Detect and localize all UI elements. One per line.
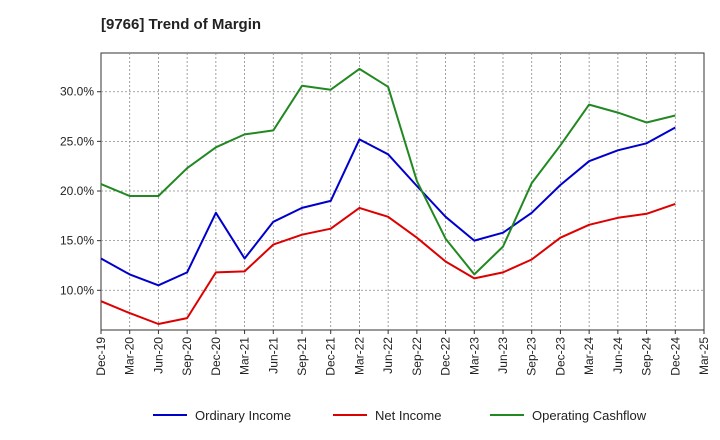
x-tick-label: Mar-24	[582, 337, 596, 375]
x-tick-label: Mar-22	[352, 337, 366, 375]
series-line-ordinary-income	[100, 126, 676, 287]
legend-label: Operating Cashflow	[532, 408, 647, 423]
x-tick-label: Dec-22	[439, 337, 453, 376]
x-tick-label: Sep-22	[410, 337, 424, 376]
x-tick-label: Mar-20	[123, 337, 137, 375]
y-axis-ticks: 10.0% 15.0% 20.0% 25.0% 30.0%	[60, 85, 101, 297]
x-tick-label: Jun-21	[266, 337, 280, 374]
x-tick-label: Jun-20	[151, 337, 165, 374]
y-tick-label: 30.0%	[60, 85, 94, 99]
x-tick-label: Sep-24	[640, 337, 654, 376]
plot-area	[100, 52, 705, 331]
y-tick-label: 25.0%	[60, 134, 94, 148]
y-tick-label: 10.0%	[60, 283, 94, 297]
legend: Ordinary Income Net Income Operating Cashf…	[153, 408, 647, 423]
x-tick-label: Dec-19	[94, 337, 108, 376]
x-tick-label: Dec-23	[553, 337, 567, 376]
x-tick-label: Sep-23	[525, 337, 539, 376]
y-tick-label: 20.0%	[60, 184, 94, 198]
x-tick-label: Jun-23	[496, 337, 510, 374]
x-tick-label: Mar-25	[697, 337, 711, 375]
legend-label: Net Income	[375, 408, 441, 423]
y-tick-label: 15.0%	[60, 234, 94, 248]
series-line-net-income	[100, 202, 676, 325]
legend-label: Ordinary Income	[195, 408, 291, 423]
x-tick-label: Sep-21	[295, 337, 309, 376]
x-tick-label: Dec-21	[324, 337, 338, 376]
chart-title: [9766] Trend of Margin	[101, 16, 262, 33]
x-tick-label: Mar-21	[238, 337, 252, 375]
x-tick-label: Jun-22	[381, 337, 395, 374]
x-tick-label: Dec-24	[668, 337, 682, 376]
x-tick-label: Sep-20	[180, 337, 194, 376]
x-tick-label: Jun-24	[611, 337, 625, 374]
x-tick-label: Dec-20	[209, 337, 223, 376]
x-axis-ticks: Dec-19 Mar-20 Jun-20 Sep-20 Dec-20 Mar-21 Jun-…	[94, 330, 711, 376]
series-line-operating-cashflow	[100, 67, 676, 276]
series-layer	[100, 67, 676, 325]
x-tick-label: Mar-23	[467, 337, 481, 375]
